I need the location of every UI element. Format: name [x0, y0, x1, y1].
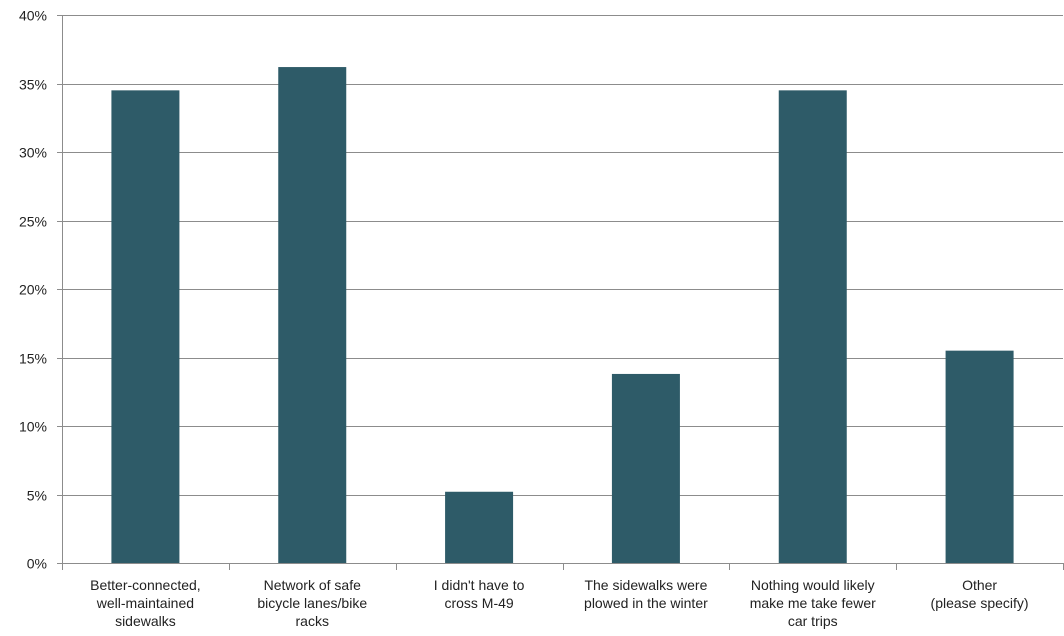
x-category-label-line: car trips	[788, 613, 838, 629]
bar	[778, 90, 847, 563]
x-category-label-line: Better-connected,	[90, 577, 201, 593]
bar	[278, 67, 347, 563]
x-category-label-line: sidewalks	[115, 613, 176, 629]
y-tick-label: 10%	[19, 419, 47, 435]
y-tick-label: 0%	[27, 556, 47, 572]
x-category-label-line: The sidewalks were	[584, 577, 707, 593]
x-category-label-line: bicycle lanes/bike	[257, 595, 367, 611]
bar	[945, 350, 1014, 563]
x-category-label: Better-connected, well-maintained sidewalk…	[90, 577, 201, 629]
x-category-label: Nothing would likely make me take fewer ca…	[750, 577, 876, 629]
y-tick-label: 15%	[19, 351, 47, 367]
y-tick-label: 5%	[27, 488, 47, 504]
x-category-label-line: Nothing would likely	[751, 577, 875, 593]
x-category-label: I didn't have to cross M-49	[434, 577, 525, 611]
y-tick-label: 25%	[19, 214, 47, 230]
y-axis-tick-labels: 0% 5% 10% 15% 20% 25% 30% 35% 40%	[19, 8, 47, 572]
y-tick-label: 35%	[19, 77, 47, 93]
y-tick-label: 20%	[19, 282, 47, 298]
y-tick-label: 30%	[19, 145, 47, 161]
x-category-label-line: well-maintained	[96, 595, 194, 611]
bars	[111, 67, 1014, 563]
axes	[57, 15, 1064, 570]
x-category-label-line: plowed in the winter	[584, 595, 708, 611]
x-category-label-line: racks	[296, 613, 329, 629]
x-category-label-line: make me take fewer	[750, 595, 876, 611]
x-axis-category-labels: Better-connected, well-maintained sidewalk…	[90, 577, 1028, 629]
x-category-label: The sidewalks were plowed in the winter	[584, 577, 708, 611]
x-category-label-line: Other	[962, 577, 997, 593]
x-category-label-line: cross M-49	[444, 595, 513, 611]
x-category-label-line: (please specify)	[931, 595, 1029, 611]
x-category-label: Network of safe bicycle lanes/bike racks	[257, 577, 367, 629]
x-category-label-line: I didn't have to	[434, 577, 525, 593]
bar	[111, 90, 180, 563]
x-category-label-line: Network of safe	[264, 577, 361, 593]
bar	[611, 373, 680, 563]
gridlines	[62, 15, 1063, 496]
y-tick-label: 40%	[19, 8, 47, 24]
x-category-label: Other (please specify)	[931, 577, 1029, 611]
bar	[445, 491, 514, 563]
